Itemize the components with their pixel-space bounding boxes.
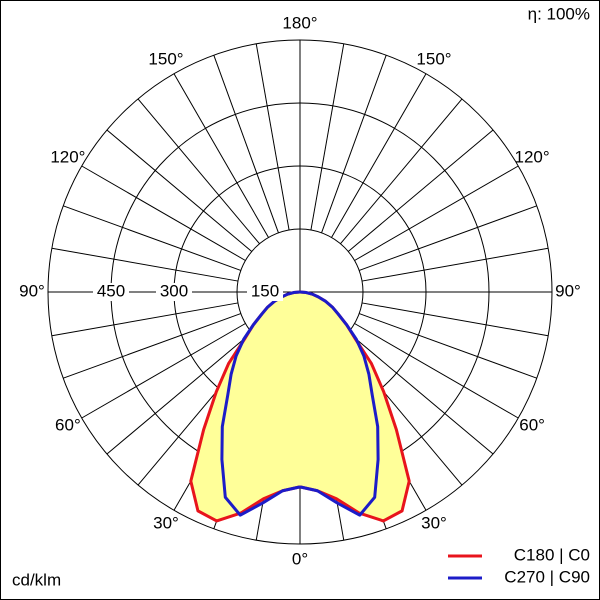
spoke-line xyxy=(310,43,345,231)
legend-label: C180 | C0 xyxy=(514,545,590,564)
spoke-line xyxy=(359,313,537,379)
unit-label: cd/klm xyxy=(12,570,61,589)
angle-tick-label: 90° xyxy=(19,281,45,300)
spoke-line xyxy=(51,247,239,282)
spoke-line xyxy=(354,165,519,261)
angle-tick-label: 150° xyxy=(148,49,183,68)
spoke-line xyxy=(51,302,239,337)
angle-tick-label: 0° xyxy=(292,549,308,568)
curve-line xyxy=(299,290,380,517)
spoke-line xyxy=(81,323,246,419)
legend-label: C270 | C90 xyxy=(504,567,590,586)
r-label-bg xyxy=(93,283,129,301)
spoke-line xyxy=(321,55,387,233)
r-label-bg xyxy=(156,283,192,301)
spoke-line xyxy=(213,55,279,233)
spoke-line xyxy=(137,98,260,245)
r-tick-label: 150 xyxy=(251,281,279,300)
spoke-line xyxy=(361,302,549,337)
curve-fill xyxy=(190,292,410,521)
spoke-line xyxy=(106,129,253,252)
spoke-line xyxy=(361,247,549,282)
angle-tick-label: 120° xyxy=(515,147,550,166)
angle-tick-label: 60° xyxy=(519,415,545,434)
angle-tick-label: 90° xyxy=(555,281,581,300)
angle-tick-label: 30° xyxy=(153,514,179,533)
spoke-line xyxy=(81,165,246,261)
spoke-line xyxy=(340,98,463,245)
angle-tick-label: 180° xyxy=(282,13,317,32)
r-tick-label: 300 xyxy=(160,281,188,300)
spoke-line xyxy=(106,332,253,455)
efficiency-note: η: 100% xyxy=(528,4,590,23)
spoke-line xyxy=(354,323,519,419)
spoke-line xyxy=(63,205,241,271)
spoke-line xyxy=(347,332,494,455)
spoke-line xyxy=(173,73,269,238)
spoke-line xyxy=(347,129,494,252)
angle-tick-label: 60° xyxy=(55,415,81,434)
angle-tick-label: 30° xyxy=(421,514,447,533)
spoke-line xyxy=(331,73,427,238)
angle-tick-label: 150° xyxy=(416,49,451,68)
r-label-bg xyxy=(247,283,283,301)
spoke-line xyxy=(63,313,241,379)
angle-tick-label: 120° xyxy=(50,147,85,166)
spoke-line xyxy=(255,43,290,231)
spoke-line xyxy=(359,205,537,271)
r-tick-label: 450 xyxy=(97,281,125,300)
